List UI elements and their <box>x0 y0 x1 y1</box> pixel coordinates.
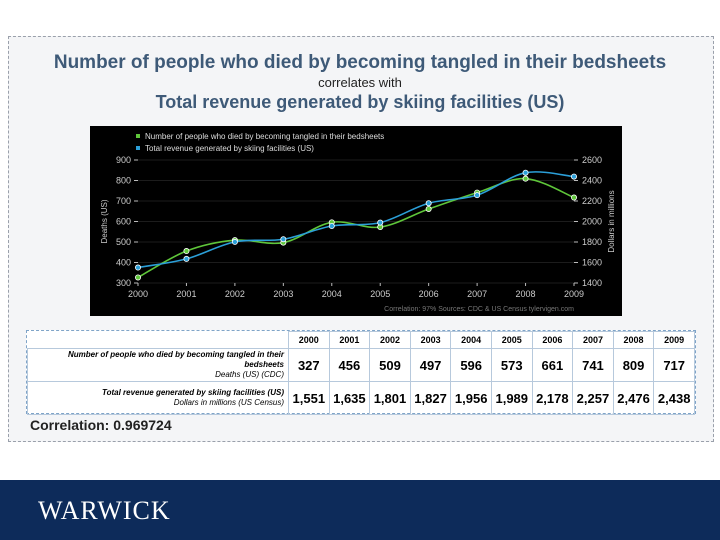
x-tick-label: 2005 <box>370 289 390 299</box>
legend-label: Number of people who died by becoming ta… <box>145 132 384 141</box>
y-tick-label-right: 2000 <box>582 217 602 227</box>
table-header-row: 2000 2001 2002 2003 2004 2005 2006 2007 2008 2009 <box>28 331 695 349</box>
footer-bar <box>0 480 720 540</box>
series-point-1 <box>425 205 432 212</box>
table-cell: 1,801 <box>369 381 411 415</box>
table-cell: 717 <box>653 348 695 382</box>
table-cell: 1,635 <box>328 381 371 415</box>
y-tick-label-left: 600 <box>116 217 131 227</box>
y-tick-label-left: 800 <box>116 176 131 186</box>
y-axis-label-left: Deaths (US) <box>100 199 109 243</box>
series-point-2 <box>328 223 335 230</box>
y-tick-label-left: 700 <box>116 196 131 206</box>
data-table: 2000 2001 2002 2003 2004 2005 2006 2007 2008 2009… <box>26 330 696 415</box>
year-header: 2006 <box>531 331 574 349</box>
y-tick-label-left: 300 <box>116 278 131 288</box>
table-cell: 2,257 <box>572 381 614 415</box>
row-label-revenue-title: Total revenue generated by skiing facili… <box>102 388 284 397</box>
y-tick-label-right: 1800 <box>582 237 602 247</box>
correlation-value: Correlation: 0.969724 <box>30 417 172 433</box>
table-row: Number of people who died by becoming ta… <box>27 348 695 382</box>
row-label-deaths-sub: Deaths (US) (CDC) <box>215 370 284 379</box>
series-point-2 <box>183 255 190 262</box>
warwick-logo: WARWICK <box>38 496 171 525</box>
series-point-1 <box>183 248 190 255</box>
year-header: 2008 <box>612 331 655 349</box>
x-tick-label: 2006 <box>419 289 439 299</box>
y-tick-label-right: 2600 <box>582 155 602 165</box>
line-chart: 300 400 500 600 700 800 900 1400 1600 1800 2000 220… <box>100 132 616 313</box>
table-cell: 1,551 <box>288 381 330 415</box>
year-header: 2009 <box>653 331 695 349</box>
y-tick-label-right: 1400 <box>582 278 602 288</box>
y-tick-label-right: 1600 <box>582 258 602 268</box>
x-tick-label: 2008 <box>516 289 536 299</box>
year-header: 2005 <box>490 331 533 349</box>
table-cell: 741 <box>572 348 614 382</box>
x-tick-label: 2009 <box>564 289 584 299</box>
title-series-1: Number of people who died by becoming ta… <box>53 52 667 73</box>
series-point-2 <box>135 264 142 271</box>
row-label-deaths-title: Number of people who died by becoming ta… <box>67 350 284 369</box>
table-cell: 509 <box>369 348 411 382</box>
table-corner <box>28 332 289 349</box>
series-point-2 <box>231 238 238 245</box>
series-line-2 <box>137 171 575 269</box>
x-tick-label: 2007 <box>467 289 487 299</box>
table-cell: 1,827 <box>409 381 452 415</box>
table-cell: 596 <box>450 348 492 382</box>
year-header: 2002 <box>369 331 411 349</box>
y-tick-label-left: 400 <box>116 258 131 268</box>
row-label-revenue-sub: Dollars in millions (US Census) <box>173 398 284 407</box>
chart-area: 300 400 500 600 700 800 900 1400 1600 1800 2000 220… <box>90 126 622 316</box>
row-label-deaths: Number of people who died by becoming ta… <box>27 348 289 382</box>
x-tick-label: 2002 <box>225 289 245 299</box>
table-cell: 2,438 <box>653 381 695 415</box>
series-point-2 <box>377 219 384 226</box>
table-cell: 497 <box>409 348 452 382</box>
series-point-2 <box>474 192 481 199</box>
y-tick-label-right: 2400 <box>582 176 602 186</box>
x-tick-label: 2003 <box>273 289 293 299</box>
legend-label: Total revenue generated by skiing facili… <box>145 144 314 153</box>
table-cell: 327 <box>288 348 330 382</box>
series-point-1 <box>570 194 577 201</box>
series-point-2 <box>280 236 287 243</box>
table-cell: 1,989 <box>490 381 533 415</box>
table-cell: 661 <box>531 348 574 382</box>
y-tick-label-left: 900 <box>116 155 131 165</box>
legend-swatch <box>136 134 140 138</box>
table-cell: 573 <box>490 348 533 382</box>
year-header: 2000 <box>288 331 330 349</box>
y-tick-label-left: 500 <box>116 237 131 247</box>
title-correlates: correlates with <box>318 75 402 90</box>
table-cell: 1,956 <box>450 381 492 415</box>
title-series-2: Total revenue generated by skiing facili… <box>155 92 565 112</box>
year-header: 2004 <box>450 331 492 349</box>
series-point-2 <box>570 173 577 180</box>
table-cell: 2,178 <box>531 381 574 415</box>
x-tick-label: 2001 <box>176 289 196 299</box>
legend-swatch <box>136 146 140 150</box>
table-cell: 2,476 <box>612 381 655 415</box>
year-header: 2007 <box>572 331 614 349</box>
table-row: Total revenue generated by skiing facili… <box>27 381 695 415</box>
y-axis-label-right: Dollars in millions <box>607 190 616 252</box>
year-header: 2001 <box>328 331 371 349</box>
series-point-1 <box>135 274 142 281</box>
row-label-revenue: Total revenue generated by skiing facili… <box>27 381 289 415</box>
series-point-2 <box>522 169 529 176</box>
series-point-1 <box>522 175 529 182</box>
x-tick-label: 2004 <box>322 289 342 299</box>
y-tick-label-right: 2200 <box>582 196 602 206</box>
chart-sources-text: Correlation: 97% Sources: CDC & US Censu… <box>384 306 574 313</box>
table-cell: 809 <box>612 348 655 382</box>
series-point-2 <box>425 200 432 207</box>
year-header: 2003 <box>409 331 452 349</box>
table-cell: 456 <box>328 348 371 382</box>
x-tick-label: 2000 <box>128 289 148 299</box>
